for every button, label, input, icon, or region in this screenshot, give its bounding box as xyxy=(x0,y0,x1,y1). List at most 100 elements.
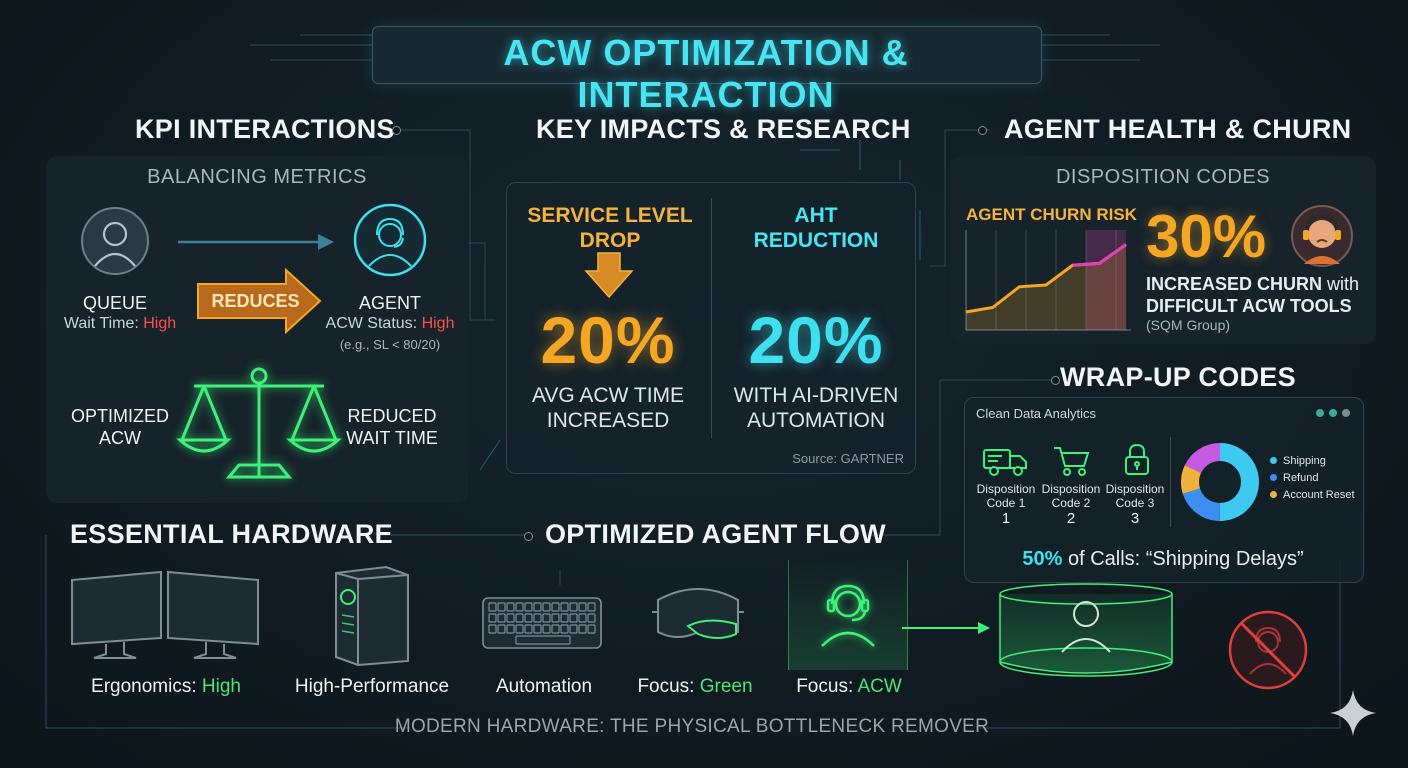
impact-left-title: SERVICE LEVEL DROP xyxy=(527,204,693,252)
keyboard-key xyxy=(497,624,506,634)
wrapup-divider xyxy=(1170,437,1171,527)
legend-label: Shipping xyxy=(1283,455,1326,467)
keyboard-key xyxy=(551,624,560,634)
keyboard-key xyxy=(578,624,587,634)
footer-caption: MODERN HARDWARE: THE PHYSICAL BOTTLENECK… xyxy=(394,716,990,737)
window-dot xyxy=(1329,409,1337,417)
agent-note: (e.g., SL < 80/20) xyxy=(339,337,441,352)
agent-acw-prefix: ACW Status: xyxy=(325,315,418,332)
keyboard-key xyxy=(506,613,515,623)
impacts-heading: KEY IMPACTS & RESEARCH xyxy=(536,114,911,144)
arrow-right xyxy=(902,622,990,634)
keyboard-key xyxy=(569,613,578,623)
keyboard-key xyxy=(524,613,533,623)
wrapup-stat-value: 50% xyxy=(1022,548,1063,570)
code-3-label: Disposition Code 3 xyxy=(1105,482,1165,510)
lock-icon xyxy=(1125,443,1149,475)
impact-right-caption: WITH AI-DRIVEN AUTOMATION xyxy=(733,384,899,432)
connector-dot xyxy=(1051,376,1060,385)
hardware-label-value: Green xyxy=(699,676,753,697)
code-3-number: 3 xyxy=(1130,510,1140,527)
health-heading: AGENT HEALTH & CHURN xyxy=(1004,114,1352,144)
pc-tower-icon xyxy=(335,565,409,667)
churn-chart-label: AGENT CHURN RISK xyxy=(966,205,1137,224)
keyboard-key xyxy=(515,613,524,623)
dual-monitor-icon xyxy=(71,570,259,659)
legend-swatch xyxy=(1270,491,1277,498)
legend-item: Shipping xyxy=(1270,455,1360,472)
hardware-label-prefix: High-Performance xyxy=(294,676,450,697)
legend-label: Refund xyxy=(1283,472,1319,484)
churn-value: 30% xyxy=(1146,203,1267,270)
keyboard-key xyxy=(515,602,524,612)
impact-right-value: 20% xyxy=(748,303,884,377)
window-dots xyxy=(1316,409,1356,419)
wrapup-panel-title: Clean Data Analytics xyxy=(976,406,1096,421)
arrow-right xyxy=(178,234,334,250)
queue-wait-prefix: Wait Time: xyxy=(63,315,139,332)
keyboard-key xyxy=(578,602,587,612)
keyboard-key xyxy=(488,613,497,623)
keyboard-key xyxy=(506,624,515,634)
queue-person-icon xyxy=(81,207,149,275)
disposition-donut-chart xyxy=(1181,443,1259,521)
keyboard-key xyxy=(587,624,596,634)
code-2-label: Disposition Code 2 xyxy=(1041,482,1101,510)
keyboard-key xyxy=(551,602,560,612)
impacts-source: Source: GARTNER xyxy=(792,451,904,466)
agent-booth-icon xyxy=(999,583,1173,677)
churn-area xyxy=(966,244,1126,330)
sparkle-icon xyxy=(1330,690,1376,736)
keyboard-key xyxy=(569,624,578,634)
legend-item: Refund xyxy=(1270,472,1360,489)
title-box xyxy=(372,26,1042,84)
hardware-label-value: ACW xyxy=(857,676,902,697)
hardware-label-ergonomics: Ergonomics: High xyxy=(66,676,266,698)
keyboard-key xyxy=(542,602,551,612)
queue-label: QUEUE xyxy=(82,293,147,313)
connector-dot xyxy=(392,126,401,135)
balance-scale-icon xyxy=(176,367,342,479)
flow-heading: OPTIMIZED AGENT FLOW xyxy=(545,519,886,549)
keyboard-key xyxy=(515,635,571,645)
agent-label: AGENT xyxy=(358,293,421,313)
window-dot xyxy=(1342,409,1350,417)
keyboard-key xyxy=(578,613,587,623)
agent-headset-icon xyxy=(353,203,427,277)
keyboard-key xyxy=(560,613,569,623)
keyboard-key xyxy=(542,613,551,623)
hardware-label-automation: Automation xyxy=(462,676,626,698)
donut-legend: Shipping Refund Account Reset xyxy=(1270,455,1360,506)
scale-right-label: REDUCED WAIT TIME xyxy=(346,406,438,448)
keyboard-key xyxy=(551,613,560,623)
wrapup-stat: 50% of Calls: “Shipping Delays” xyxy=(964,548,1362,571)
agent-headset-icon xyxy=(821,584,875,647)
hardware-heading: ESSENTIAL HARDWARE xyxy=(70,519,393,549)
health-subheading: DISPOSITION CODES xyxy=(1055,166,1271,188)
hardware-label-value: High xyxy=(201,676,241,697)
impact-left-value: 20% xyxy=(540,303,676,377)
legend-swatch xyxy=(1270,474,1277,481)
keyboard-key xyxy=(488,624,497,634)
keyboard-key xyxy=(524,624,533,634)
keyboard-key xyxy=(533,613,542,623)
keyboard-key xyxy=(542,624,551,634)
churn-highlight-band xyxy=(1086,230,1126,330)
keyboard-key xyxy=(569,602,578,612)
hardware-label-prefix: Ergonomics: xyxy=(91,676,202,697)
code-1-number: 1 xyxy=(1001,510,1011,527)
impacts-divider xyxy=(711,198,712,438)
kpi-heading: KPI INTERACTIONS xyxy=(135,114,395,144)
keyboard-key xyxy=(587,613,596,623)
reduces-label: REDUCES xyxy=(211,291,300,311)
code-2-number: 2 xyxy=(1066,510,1076,527)
no-agent-icon xyxy=(1228,610,1308,690)
page-title: ACW OPTIMIZATION & INTERACTION xyxy=(503,32,909,115)
scale-left-label: OPTIMIZED ACW xyxy=(71,406,169,448)
keyboard-key xyxy=(560,624,569,634)
keyboard-key xyxy=(488,602,497,612)
agent-acw-value: High xyxy=(421,315,455,332)
churn-caption-bold: INCREASED CHURN xyxy=(1146,274,1323,294)
